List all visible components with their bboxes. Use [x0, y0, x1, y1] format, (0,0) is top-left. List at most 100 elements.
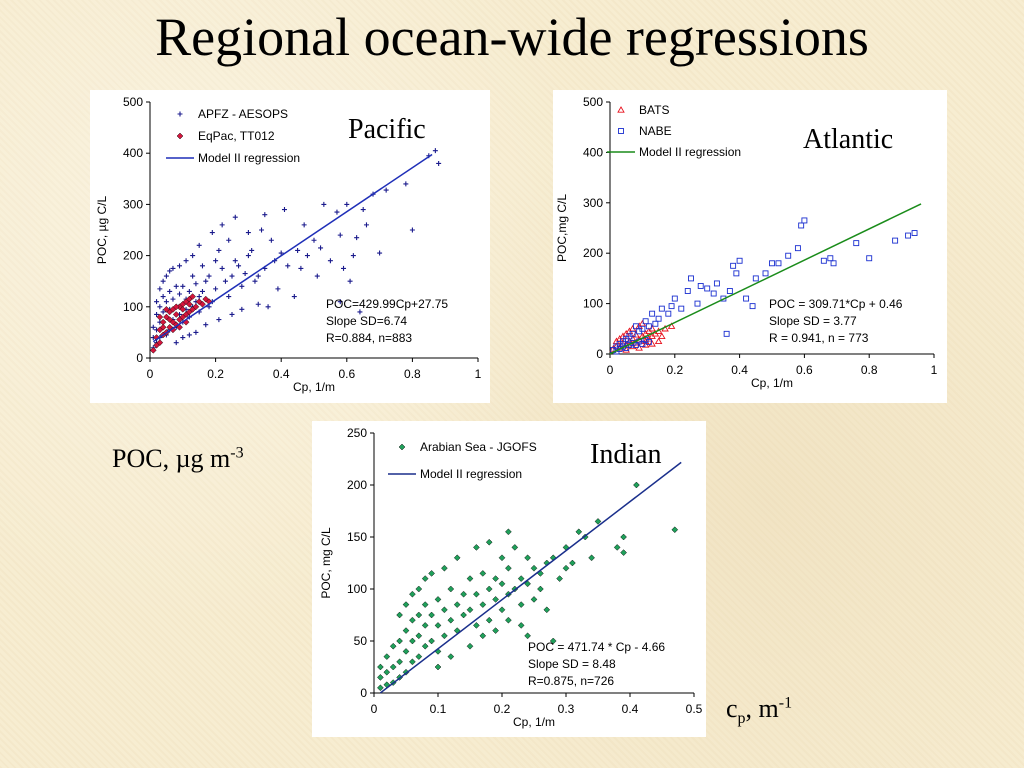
data-point [575, 528, 583, 536]
y-tick-label: 100 [347, 582, 367, 596]
data-point [421, 575, 429, 582]
y-tick-label: 400 [583, 145, 603, 159]
pacific-chart-panel: 0 100 200 300 400 500 0 0.2 0.4 0.6 0.8 1 Cp, 1/m POC… [90, 90, 490, 403]
data-point [428, 570, 435, 577]
data-point [517, 575, 525, 582]
data-point [177, 291, 183, 297]
data-point [160, 278, 166, 284]
data-point [775, 260, 782, 267]
x-tick-label: 0.6 [796, 363, 813, 377]
data-point [830, 260, 837, 267]
data-point [688, 275, 694, 282]
data-point [498, 554, 506, 562]
data-point [827, 255, 834, 262]
data-point [665, 310, 672, 317]
data-point [298, 265, 304, 271]
data-point [447, 585, 455, 593]
data-point [291, 294, 297, 300]
y-tick-label: 500 [583, 95, 603, 109]
data-point [785, 252, 792, 259]
data-point [402, 627, 410, 634]
data-point [549, 637, 557, 645]
y-tick-label: 0 [136, 351, 143, 365]
data-point [511, 544, 519, 551]
data-point [186, 288, 192, 294]
x-tick-label: 0 [607, 363, 614, 377]
data-point [485, 538, 493, 546]
data-point [245, 230, 251, 236]
data-point [377, 684, 384, 692]
data-point [629, 339, 636, 346]
x-axis-label: Cp, 1/m [513, 715, 555, 729]
data-point [905, 232, 912, 239]
data-point [377, 663, 384, 671]
data-point [314, 273, 320, 279]
data-point [252, 278, 258, 284]
data-point [622, 346, 630, 353]
y-axis-label: POC, mg C/L [319, 527, 333, 599]
legend-marker [176, 132, 184, 140]
data-point [505, 616, 512, 624]
data-point [723, 330, 730, 337]
data-point [556, 575, 563, 582]
data-point [569, 559, 576, 567]
x-tick-label: 1 [475, 367, 482, 381]
data-point [354, 235, 360, 241]
data-point [173, 283, 179, 289]
y-tick-label: 300 [583, 196, 603, 210]
data-point [239, 283, 245, 289]
data-point [730, 262, 737, 269]
data-point [736, 257, 743, 264]
data-point [409, 658, 416, 666]
x-tick-label: 0 [147, 367, 154, 381]
x-tick-label: 0.6 [338, 367, 355, 381]
data-point [167, 268, 173, 274]
regression-line [152, 153, 433, 343]
data-point [473, 590, 480, 598]
legend-label: NABE [639, 124, 672, 138]
data-point [485, 616, 493, 624]
x-tick-label: 0.2 [494, 702, 511, 716]
data-point [655, 315, 662, 322]
legend-label: Arabian Sea - JGOFS [420, 440, 537, 454]
data-point [337, 299, 343, 305]
data-point [492, 596, 499, 603]
data-point [697, 283, 704, 289]
data-point [245, 253, 251, 259]
data-point [213, 258, 219, 264]
data-point [172, 303, 180, 311]
data-point [377, 250, 383, 256]
x-tick-label: 1 [931, 363, 938, 377]
data-point [242, 271, 248, 277]
data-point [801, 217, 808, 224]
data-point [588, 554, 595, 562]
data-point [206, 304, 212, 310]
data-point [154, 311, 160, 317]
data-point [159, 323, 167, 331]
data-point [154, 299, 160, 305]
data-point [196, 294, 202, 300]
data-point [170, 296, 176, 302]
data-point [415, 611, 423, 619]
data-point [156, 339, 164, 346]
data-point [278, 250, 284, 256]
data-point [337, 232, 343, 238]
data-point [262, 212, 268, 218]
data-point [892, 237, 899, 244]
data-point [402, 601, 410, 608]
data-point [794, 245, 801, 252]
data-point [632, 341, 639, 348]
data-point [562, 564, 570, 572]
data-point [733, 270, 740, 277]
data-point [633, 481, 640, 489]
data-point [752, 275, 759, 282]
y-tick-label: 500 [123, 95, 143, 109]
data-point [713, 280, 720, 287]
data-point [613, 544, 621, 551]
data-point [466, 575, 474, 582]
data-point [255, 273, 261, 279]
data-point [209, 230, 215, 236]
data-point [160, 294, 166, 300]
data-point [199, 263, 205, 269]
data-point [189, 293, 196, 300]
